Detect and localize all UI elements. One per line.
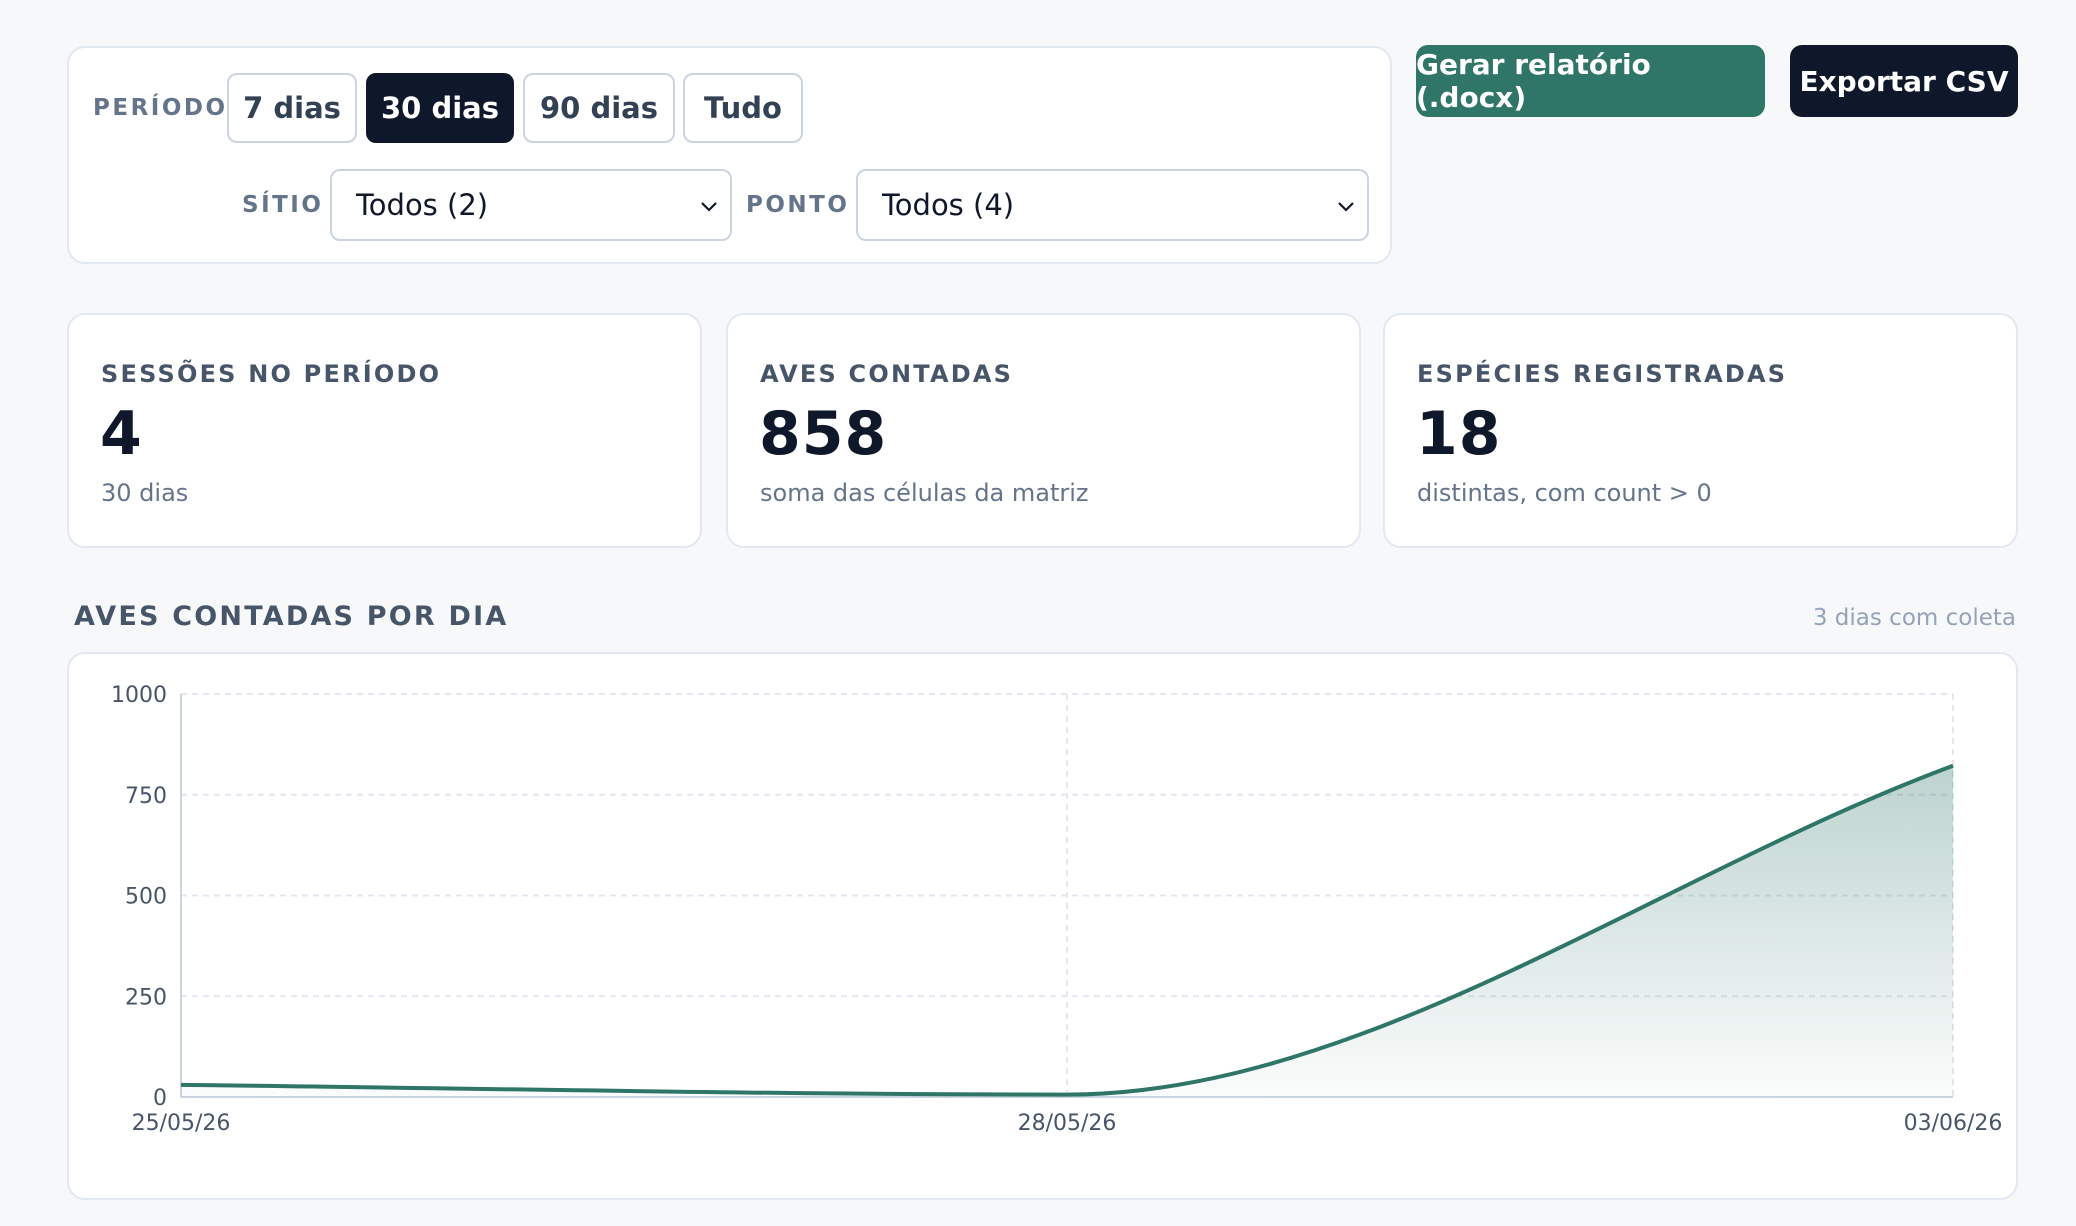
point-select-value: Todos (4) — [882, 188, 1015, 222]
generate-report-button[interactable]: Gerar relatório (.docx) — [1416, 45, 1765, 117]
period-90-days-button[interactable]: 90 dias — [523, 73, 675, 143]
period-label: PERÍODO — [93, 95, 228, 121]
y-tick-label: 750 — [125, 784, 167, 809]
y-tick-label: 1000 — [111, 683, 167, 708]
stat-card-birds-counted: AVES CONTADAS 858 soma das células da ma… — [726, 313, 1361, 548]
y-tick-label: 250 — [125, 985, 167, 1010]
series-line — [180, 763, 1954, 1097]
stat-subtext: soma das células da matriz — [760, 479, 1089, 507]
stat-card-species: ESPÉCIES REGISTRADAS 18 distintas, com c… — [1383, 313, 2018, 548]
stat-value: 858 — [759, 399, 888, 469]
x-tick-label: 03/06/26 — [1904, 1111, 2003, 1136]
stat-card-sessions: SESSÕES NO PERÍODO 4 30 dias — [67, 313, 702, 548]
x-tick-label: 25/05/26 — [132, 1111, 231, 1136]
period-7-days-button[interactable]: 7 dias — [227, 73, 357, 143]
x-tick-label: 28/05/26 — [1018, 1111, 1117, 1136]
stat-label: ESPÉCIES REGISTRADAS — [1417, 360, 1788, 388]
chart-meta: 3 dias com coleta — [1812, 605, 2016, 631]
point-label: PONTO — [746, 192, 850, 218]
stat-value: 4 — [100, 399, 143, 469]
period-30-days-button[interactable]: 30 dias — [366, 73, 514, 143]
site-select-value: Todos (2) — [356, 188, 489, 222]
chart-card: 0 250 500 750 1000 25/05/26 28/05/26 03/06/26 — [67, 652, 2018, 1200]
chevron-down-icon — [701, 202, 717, 212]
stat-value: 18 — [1416, 399, 1502, 469]
site-label: SÍTIO — [242, 192, 324, 218]
chart-title: AVES CONTADAS POR DIA — [74, 601, 509, 632]
y-tick-label: 0 — [153, 1086, 167, 1111]
y-tick-label: 500 — [125, 885, 167, 910]
birds-per-day-chart: 0 250 500 750 1000 25/05/26 28/05/26 03/06/26 — [111, 683, 2003, 1136]
site-select[interactable]: Todos (2) — [330, 169, 732, 241]
series-area — [181, 765, 1953, 1097]
filter-panel: PERÍODO 7 dias 30 dias 90 dias Tudo SÍTI… — [67, 46, 1392, 264]
stat-subtext: 30 dias — [101, 479, 189, 507]
period-all-button[interactable]: Tudo — [683, 73, 803, 143]
stat-label: SESSÕES NO PERÍODO — [101, 360, 442, 388]
stat-label: AVES CONTADAS — [760, 360, 1014, 388]
point-select[interactable]: Todos (4) — [856, 169, 1369, 241]
stat-subtext: distintas, com count > 0 — [1417, 479, 1712, 507]
export-csv-button[interactable]: Exportar CSV — [1790, 45, 2018, 117]
chevron-down-icon — [1338, 202, 1354, 212]
